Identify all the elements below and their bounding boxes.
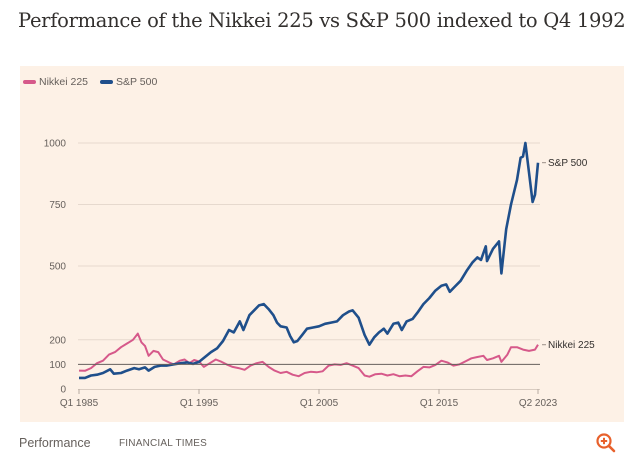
end-label-s-p-500: S&P 500: [548, 158, 588, 169]
y-tick-label: 100: [49, 360, 66, 371]
y-tick-label: 200: [49, 335, 66, 346]
legend-item-sp500: S&P 500: [100, 76, 157, 88]
figure-caption: Performance: [19, 436, 91, 450]
x-tick-label: Q1 2005: [300, 398, 339, 409]
y-tick-label: 500: [49, 262, 66, 273]
series-line-nikkei-225: [78, 332, 539, 378]
end-label-nikkei-225: Nikkei 225: [548, 340, 595, 351]
legend-label-nikkei: Nikkei 225: [39, 76, 89, 88]
zoom-in-icon: [596, 433, 616, 453]
legend-label-sp500: S&P 500: [116, 76, 158, 88]
chart-legend: Nikkei 225 S&P 500: [23, 76, 169, 88]
x-tick-label: Q1 1995: [180, 398, 219, 409]
series-line-s-p-500: [79, 141, 540, 380]
x-tick-label: Q2 2023: [519, 398, 558, 409]
y-tick-label: 0: [60, 385, 66, 396]
chart-panel: [20, 66, 624, 422]
page-title: Performance of the Nikkei 225 vs S&P 500…: [18, 9, 624, 32]
y-tick-label: 750: [49, 200, 66, 211]
y-tick-label: 1000: [44, 139, 67, 150]
zoom-in-button[interactable]: [595, 432, 617, 454]
legend-item-nikkei: Nikkei 225: [23, 76, 88, 88]
figure-source: FINANCIAL TIMES: [119, 438, 208, 449]
legend-swatch-nikkei: [23, 80, 36, 84]
legend-swatch-sp500: [100, 80, 114, 84]
x-tick-label: Q1 2015: [420, 398, 459, 409]
x-tick-label: Q1 1985: [60, 398, 99, 409]
